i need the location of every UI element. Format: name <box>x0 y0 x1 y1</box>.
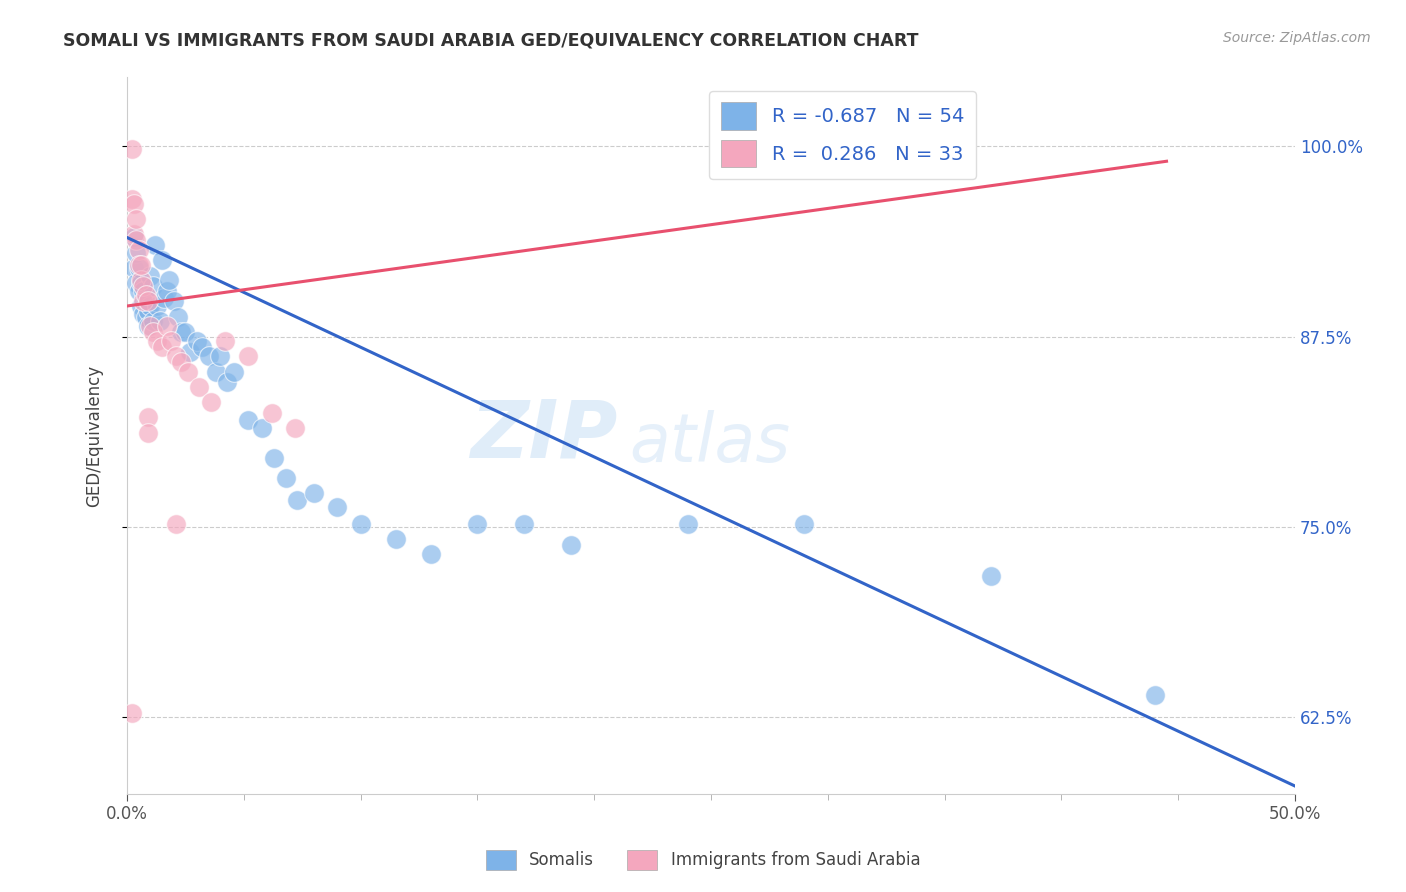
Point <box>419 548 441 562</box>
Point <box>188 380 211 394</box>
Point <box>274 471 297 485</box>
Point <box>128 258 150 272</box>
Point <box>165 349 187 363</box>
Point <box>209 349 232 363</box>
Point <box>238 349 260 363</box>
Point <box>167 310 190 324</box>
Point <box>125 245 148 260</box>
Point <box>136 318 159 333</box>
Point <box>793 516 815 531</box>
Point <box>122 197 145 211</box>
Point <box>149 314 172 328</box>
Point <box>136 303 159 318</box>
Point <box>153 292 176 306</box>
Point <box>284 421 307 435</box>
Point <box>467 516 489 531</box>
Point <box>135 288 157 302</box>
Point <box>142 325 165 339</box>
Point <box>129 276 152 290</box>
Point <box>190 340 212 354</box>
Point <box>214 334 236 348</box>
Point <box>150 253 173 268</box>
Point <box>125 234 148 248</box>
Point <box>129 299 152 313</box>
Point <box>157 273 180 287</box>
Point <box>156 318 179 333</box>
Legend: Somalis, Immigrants from Saudi Arabia: Somalis, Immigrants from Saudi Arabia <box>479 843 927 877</box>
Point <box>326 500 349 515</box>
Point <box>121 142 143 156</box>
Point <box>174 325 197 339</box>
Point <box>125 276 148 290</box>
Point <box>560 538 582 552</box>
Point <box>349 516 371 531</box>
Point <box>132 294 155 309</box>
Point <box>176 365 198 379</box>
Point <box>139 318 162 333</box>
Point <box>160 334 183 348</box>
Point <box>132 284 155 298</box>
Point <box>136 425 159 440</box>
Point <box>128 284 150 298</box>
Point <box>156 284 179 298</box>
Point <box>135 310 157 324</box>
Point <box>128 260 150 275</box>
Point <box>122 230 145 244</box>
Point <box>224 365 246 379</box>
Point <box>204 365 226 379</box>
Point <box>125 212 148 227</box>
Point <box>146 299 169 313</box>
Text: ZIP: ZIP <box>470 397 617 475</box>
Point <box>1143 688 1166 702</box>
Point <box>200 395 222 409</box>
Y-axis label: GED/Equivalency: GED/Equivalency <box>86 365 103 507</box>
Point <box>150 340 173 354</box>
Point <box>238 413 260 427</box>
Text: SOMALI VS IMMIGRANTS FROM SAUDI ARABIA GED/EQUIVALENCY CORRELATION CHART: SOMALI VS IMMIGRANTS FROM SAUDI ARABIA G… <box>63 31 918 49</box>
Point <box>122 260 145 275</box>
Point <box>179 344 201 359</box>
Point <box>122 227 145 242</box>
Point <box>263 451 285 466</box>
Legend: R = -0.687   N = 54, R =  0.286   N = 33: R = -0.687 N = 54, R = 0.286 N = 33 <box>710 91 976 178</box>
Point <box>128 243 150 257</box>
Point <box>139 268 162 283</box>
Point <box>165 516 187 531</box>
Point <box>287 492 309 507</box>
Point <box>132 279 155 293</box>
Point <box>121 192 143 206</box>
Point <box>143 238 166 252</box>
Point <box>142 314 165 328</box>
Point <box>146 334 169 348</box>
Point <box>135 292 157 306</box>
Point <box>676 516 699 531</box>
Point <box>197 349 219 363</box>
Point <box>980 568 1002 582</box>
Point <box>129 273 152 287</box>
Point <box>132 307 155 321</box>
Text: atlas: atlas <box>630 409 790 475</box>
Point <box>260 406 283 420</box>
Point <box>302 486 325 500</box>
Point <box>121 706 143 720</box>
Point <box>136 410 159 425</box>
Point <box>136 294 159 309</box>
Point <box>169 355 191 369</box>
Point <box>186 334 208 348</box>
Text: Source: ZipAtlas.com: Source: ZipAtlas.com <box>1223 31 1371 45</box>
Point <box>129 258 152 272</box>
Point <box>142 279 165 293</box>
Point <box>139 299 162 313</box>
Point <box>384 532 406 546</box>
Point <box>513 516 536 531</box>
Point <box>162 294 184 309</box>
Point <box>252 421 274 435</box>
Point <box>169 325 191 339</box>
Point <box>217 375 239 389</box>
